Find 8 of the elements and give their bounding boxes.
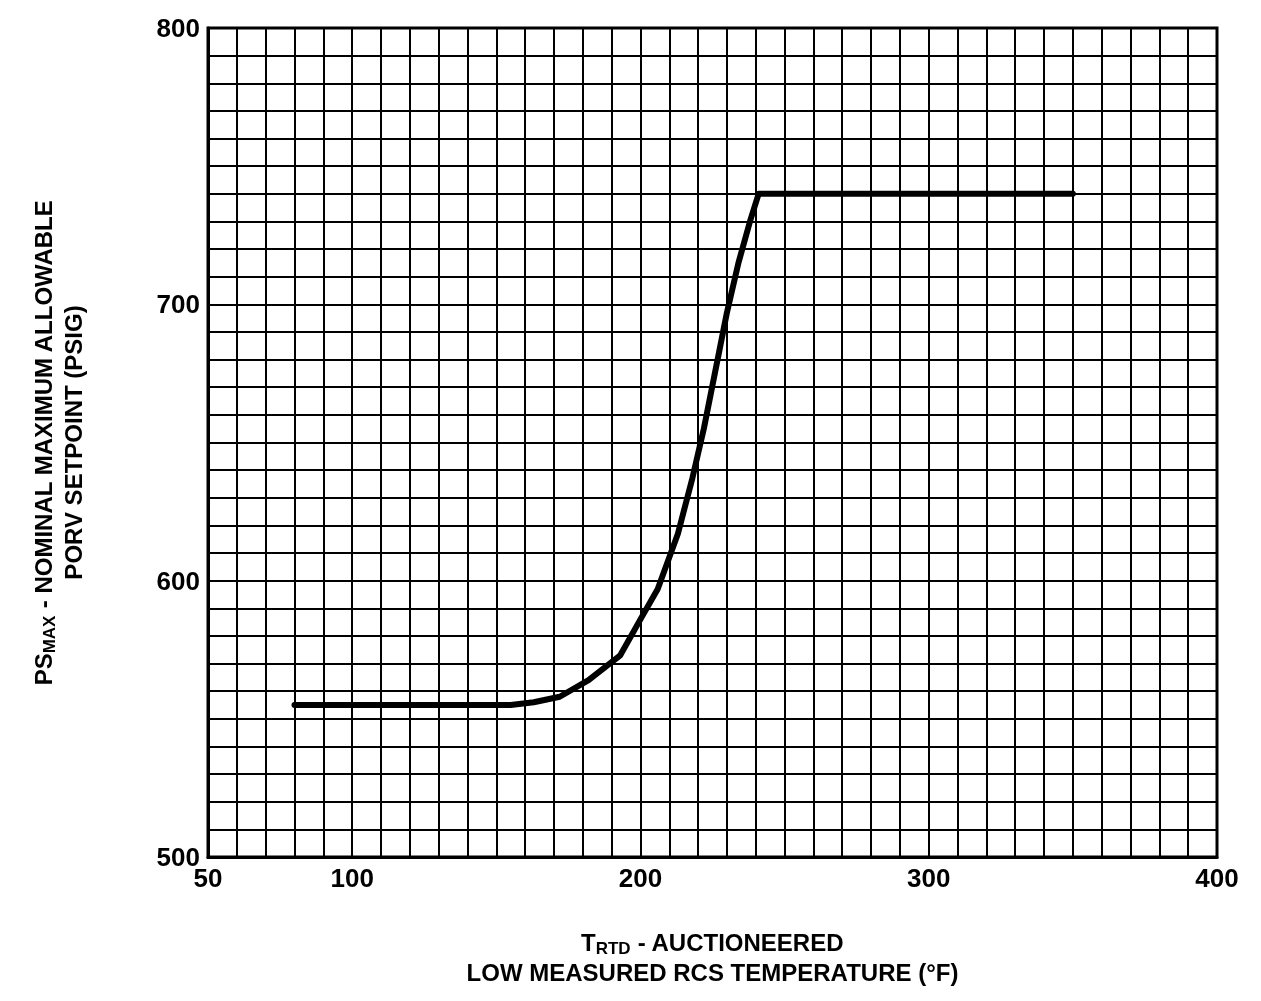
x-tick-label: 200	[618, 863, 663, 893]
x-tick-label: 400	[1195, 863, 1239, 893]
x-tick-label: 300	[907, 863, 951, 893]
y-tick-label: 800	[156, 13, 200, 43]
y-tick-label: 700	[156, 289, 200, 320]
y-axis-title: PSMAX - NOMINAL MAXIMUM ALLOWABLE PORV SETPOINT (PSIG)	[29, 200, 87, 686]
x-tick-label: 100	[330, 863, 374, 893]
y-tick-label: 600	[156, 565, 200, 596]
